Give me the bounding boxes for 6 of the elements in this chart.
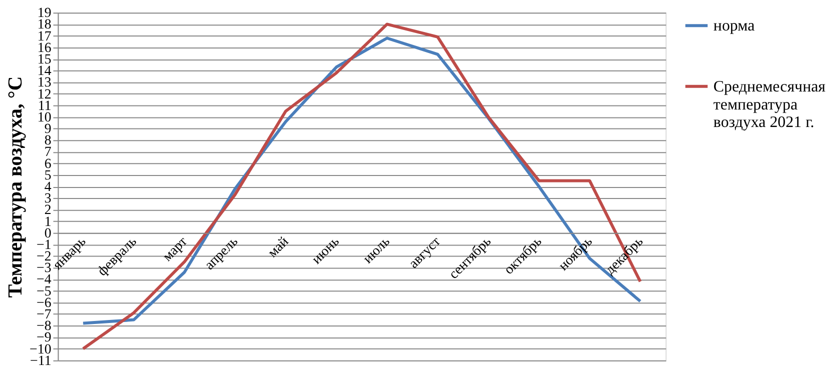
x-tick-label: март — [160, 234, 191, 265]
legend-label: Среднемесячная температура воздуха 2021 г. — [713, 78, 826, 132]
y-tick-label: −11 — [30, 354, 52, 369]
y-axis-title: Температура воздуха, °C — [4, 76, 27, 298]
x-tick-label: май — [265, 234, 292, 261]
legend-label: норма — [713, 18, 755, 35]
